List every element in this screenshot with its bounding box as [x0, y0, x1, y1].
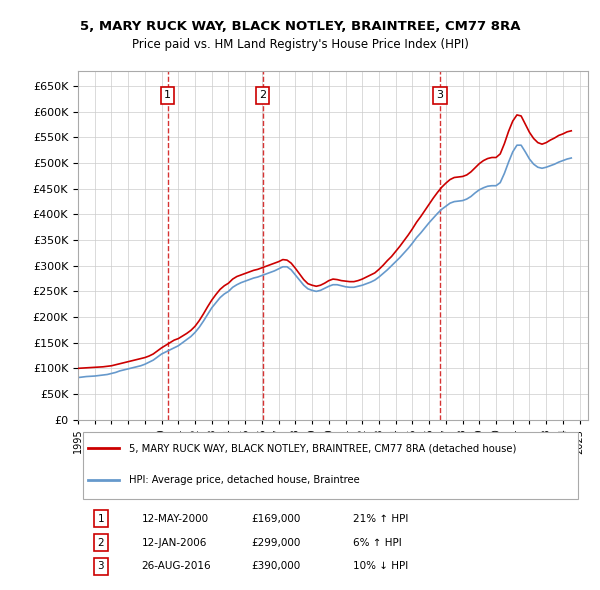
- Text: 3: 3: [437, 90, 443, 100]
- Text: 6% ↑ HPI: 6% ↑ HPI: [353, 537, 402, 548]
- Text: 10% ↓ HPI: 10% ↓ HPI: [353, 561, 409, 571]
- Text: £169,000: £169,000: [251, 514, 301, 524]
- Text: £299,000: £299,000: [251, 537, 301, 548]
- Text: 1: 1: [98, 514, 104, 524]
- Text: HPI: Average price, detached house, Braintree: HPI: Average price, detached house, Brai…: [129, 475, 360, 485]
- Text: Price paid vs. HM Land Registry's House Price Index (HPI): Price paid vs. HM Land Registry's House …: [131, 38, 469, 51]
- Text: 3: 3: [98, 561, 104, 571]
- FancyBboxPatch shape: [83, 432, 578, 499]
- Text: 12-JAN-2006: 12-JAN-2006: [142, 537, 207, 548]
- Text: 26-AUG-2016: 26-AUG-2016: [142, 561, 211, 571]
- Text: 5, MARY RUCK WAY, BLACK NOTLEY, BRAINTREE, CM77 8RA: 5, MARY RUCK WAY, BLACK NOTLEY, BRAINTRE…: [80, 20, 520, 33]
- Text: 1: 1: [164, 90, 171, 100]
- Text: 2: 2: [98, 537, 104, 548]
- Text: 12-MAY-2000: 12-MAY-2000: [142, 514, 209, 524]
- Text: 21% ↑ HPI: 21% ↑ HPI: [353, 514, 409, 524]
- Text: 5, MARY RUCK WAY, BLACK NOTLEY, BRAINTREE, CM77 8RA (detached house): 5, MARY RUCK WAY, BLACK NOTLEY, BRAINTRE…: [129, 443, 517, 453]
- Text: 2: 2: [259, 90, 266, 100]
- Text: £390,000: £390,000: [251, 561, 301, 571]
